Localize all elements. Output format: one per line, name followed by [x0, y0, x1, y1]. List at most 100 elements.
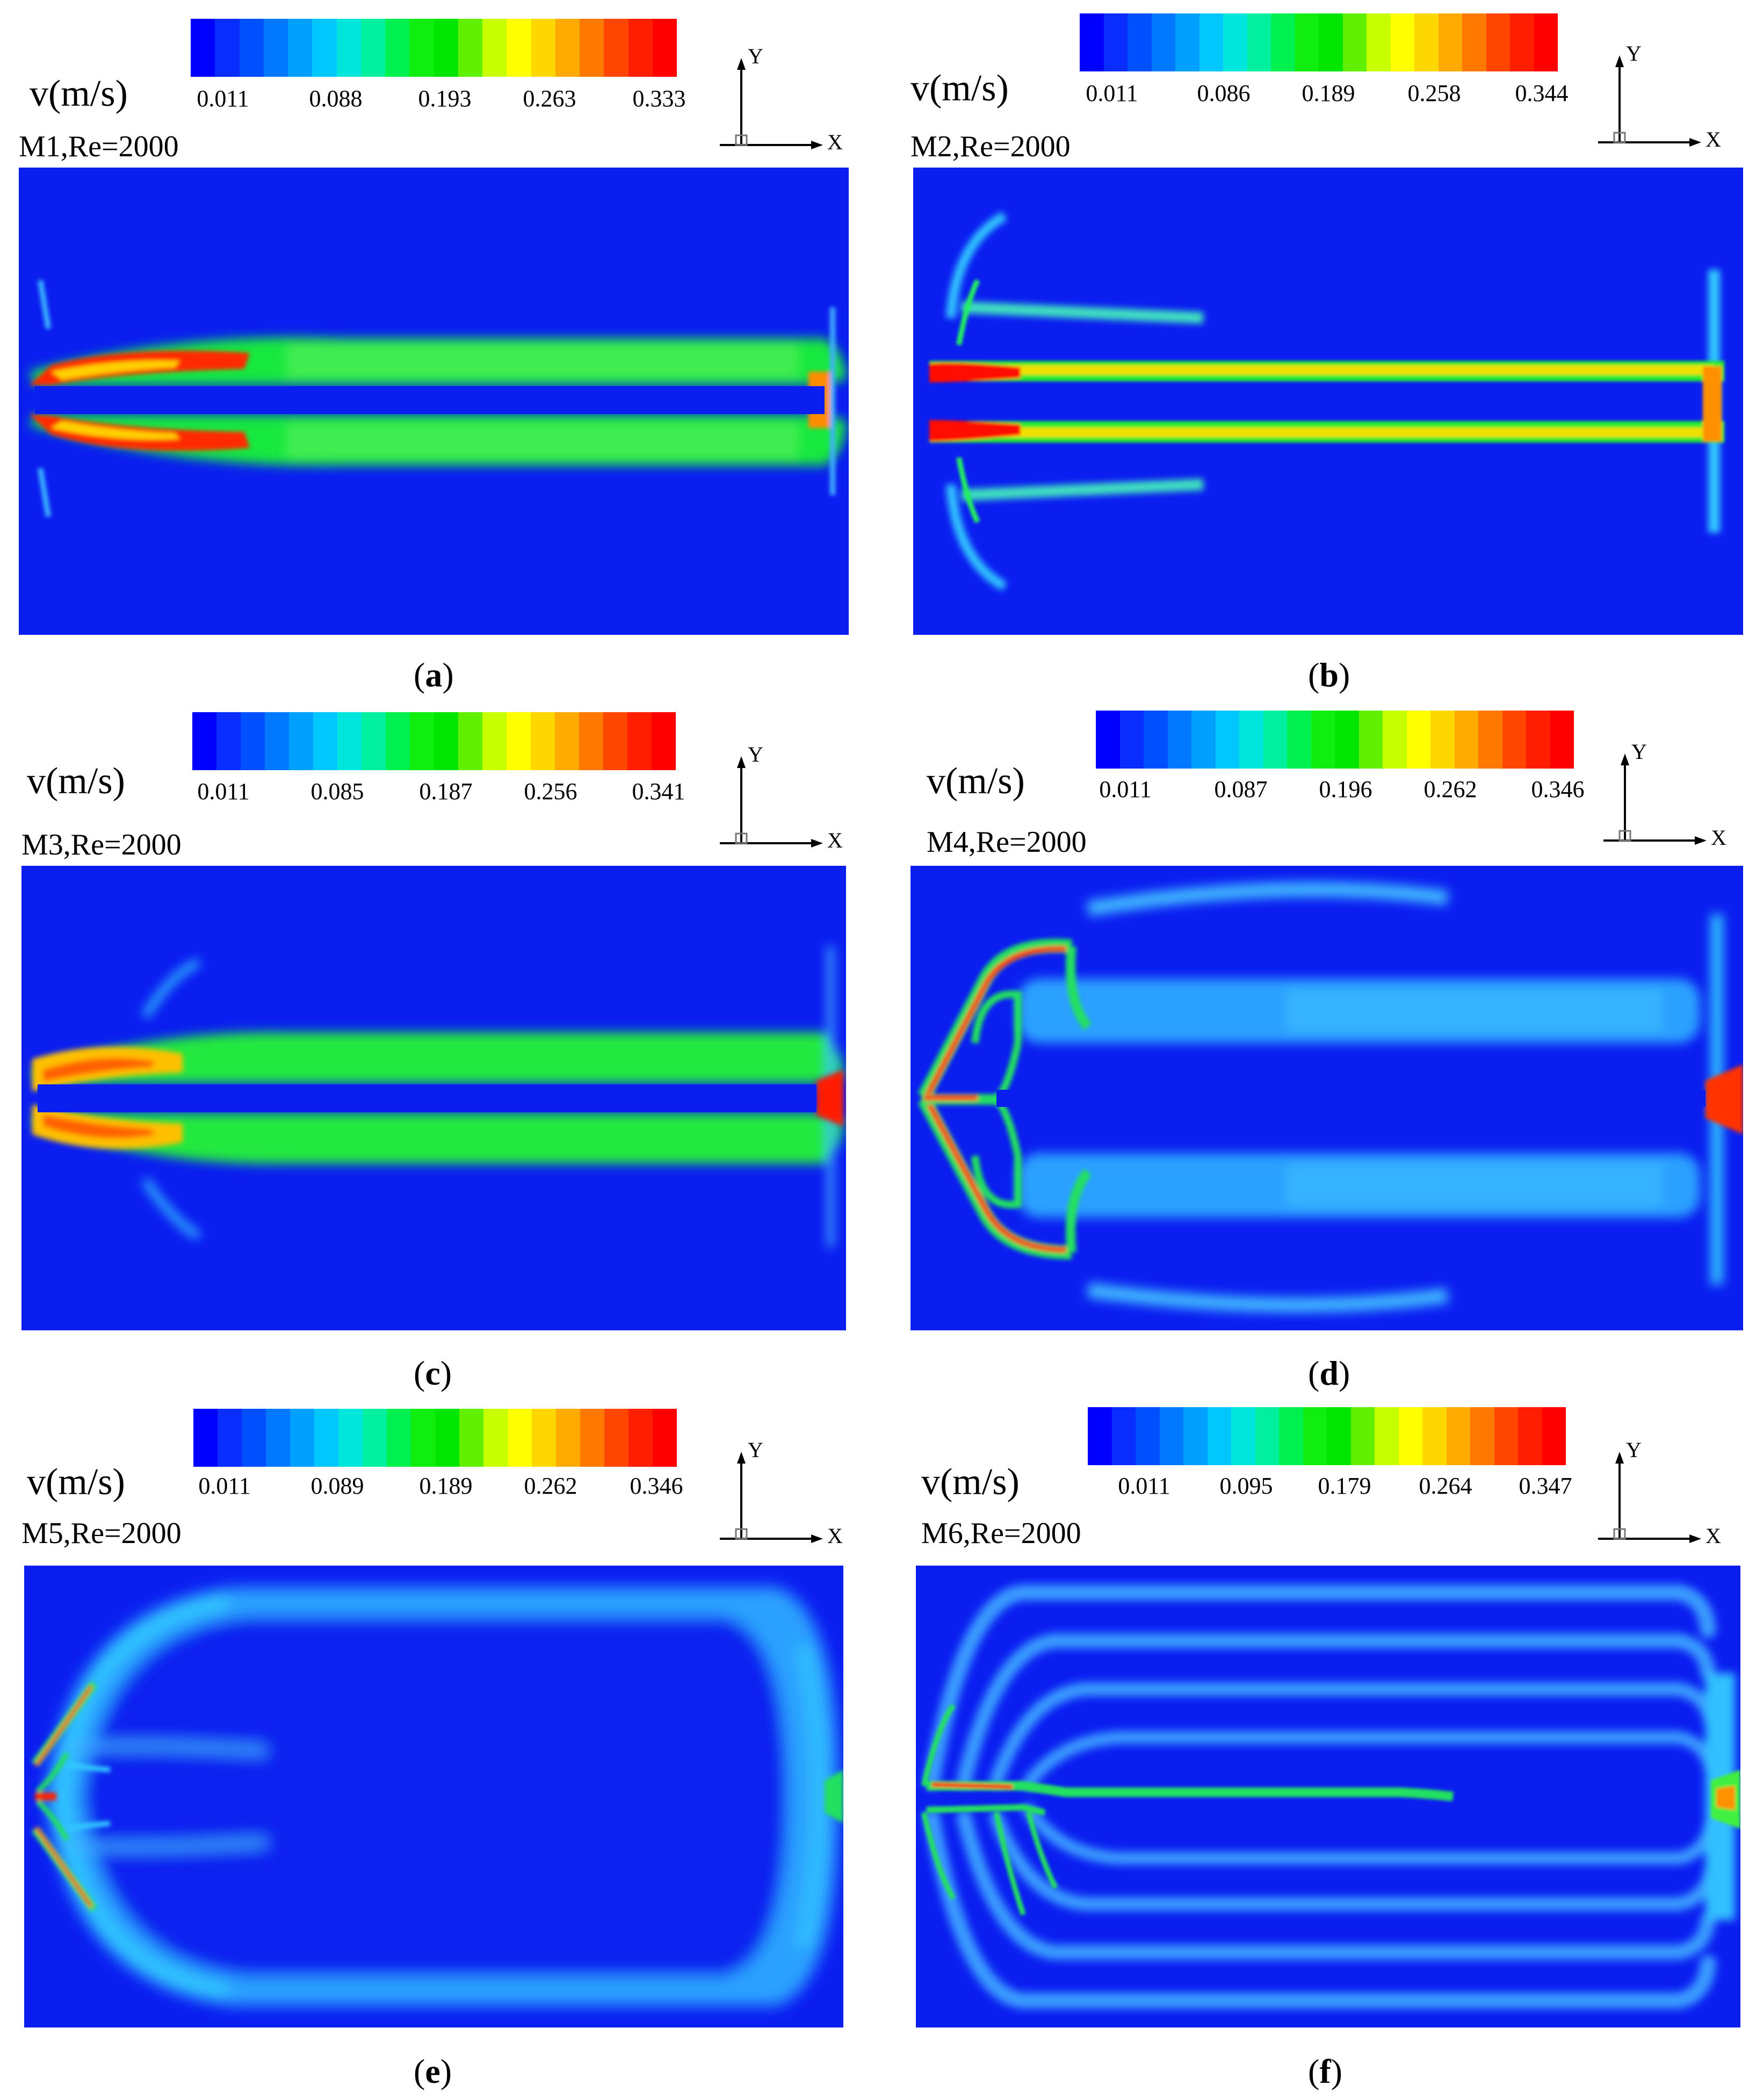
colorbar-segment [1303, 1407, 1327, 1465]
colorbar-segment [410, 712, 434, 770]
caption-paren: ) [440, 2052, 452, 2090]
tick-label: 0.011 [1086, 80, 1138, 106]
colorbar-segment [1342, 13, 1367, 71]
colorbar-segment [263, 19, 288, 77]
velocity-label: v(m/s) [27, 761, 125, 802]
colorbar-segment [459, 1409, 483, 1467]
colorbar-segment [1271, 13, 1295, 71]
colorbar-segment [628, 1409, 653, 1467]
tick-label: 0.341 [632, 778, 685, 805]
colorbar-segment [555, 19, 580, 77]
velocity-label: v(m/s) [30, 73, 128, 114]
tick-label: 0.347 [1519, 1473, 1572, 1499]
colorbar-segment [1287, 711, 1311, 769]
colorbar-segment [1191, 711, 1216, 769]
tick-label: 0.011 [198, 1473, 251, 1499]
model-label: M6,Re=2000 [921, 1517, 1081, 1550]
velocity-label: v(m/s) [910, 68, 1009, 109]
caption-letter: a [425, 656, 443, 694]
velocity-field-c [21, 866, 846, 1330]
tick-label: 0.193 [418, 85, 472, 112]
colorbar-segment [1406, 711, 1430, 769]
colorbar-segment [1255, 1407, 1279, 1465]
model-label: M1,Re=2000 [19, 130, 179, 163]
tick-label: 0.344 [1515, 80, 1569, 106]
colorbar-segment [1510, 13, 1534, 71]
axes-indicator: Y X [714, 43, 843, 153]
colorbar-segment [266, 1409, 290, 1467]
axes-arrows-icon [1598, 1452, 1701, 1543]
y-axis-label: Y [1631, 740, 1647, 764]
tick-label: 0.258 [1407, 80, 1461, 106]
tick-label: 0.095 [1219, 1473, 1273, 1499]
colorbar-segment [1486, 13, 1510, 71]
tick-label: 0.179 [1318, 1473, 1371, 1499]
colorbar-segment [312, 19, 337, 77]
colorbar-segment [458, 712, 482, 770]
axes-indicator: Y X [714, 1437, 843, 1548]
x-axis-label: X [827, 1524, 843, 1548]
tick-label: 0.088 [309, 85, 363, 112]
colorbar-segment [216, 712, 241, 770]
colorbar-segment [1478, 711, 1502, 769]
caption-paren: ) [1338, 1354, 1350, 1392]
colorbar-segment [191, 19, 215, 77]
panel-a: v(m/s) 0.011 0.088 0.193 0.263 0.333 M1,… [16, 11, 859, 692]
velocity-field-e [24, 1566, 843, 2027]
colorbar-segment [531, 19, 555, 77]
colorbar-segment [265, 712, 289, 770]
axes-arrows-icon [720, 756, 823, 848]
colorbar-segment [313, 712, 337, 770]
colorbar-segment [1390, 13, 1414, 71]
caption-letter: b [1319, 656, 1339, 694]
colorbar-segment [360, 19, 385, 77]
x-axis-label: X [827, 828, 843, 852]
colorbar-segment [1151, 13, 1175, 71]
y-axis-label: Y [748, 742, 763, 766]
axes-indicator: Y X [1593, 40, 1722, 150]
colorbar-segment [241, 712, 265, 770]
colorbar-segment [652, 712, 676, 770]
colorbar-segment [627, 712, 652, 770]
colorbar [192, 712, 676, 770]
colorbar-segment [458, 19, 482, 77]
colorbar-segment [531, 712, 555, 770]
y-axis-label: Y [748, 1438, 763, 1462]
colorbar-segment [1422, 1407, 1447, 1465]
panel-d: v(m/s) 0.011 0.087 0.196 0.262 0.346 M4,… [910, 709, 1754, 1391]
caption-a: (a) [414, 658, 454, 692]
colorbar-segment [556, 1409, 580, 1467]
tick-label: 0.189 [419, 1473, 473, 1499]
colorbar-segment [507, 19, 531, 77]
tick-label: 0.011 [1099, 776, 1152, 802]
colorbar-segment [193, 1409, 218, 1467]
colorbar-segment [1080, 13, 1104, 71]
caption-letter: e [425, 2052, 440, 2090]
tick-label: 0.264 [1419, 1473, 1472, 1499]
caption-b: (b) [1308, 658, 1350, 692]
caption-letter: f [1319, 2052, 1331, 2090]
model-label: M5,Re=2000 [21, 1517, 182, 1550]
tick-label: 0.089 [310, 1473, 364, 1499]
colorbar-segment [385, 19, 410, 77]
tick-label: 0.011 [1118, 1473, 1170, 1499]
caption-paren: ( [1308, 656, 1320, 694]
colorbar-segment [1367, 13, 1391, 71]
colorbar-segment [387, 1409, 411, 1467]
tick-label: 0.262 [1423, 776, 1477, 802]
colorbar-segment [1103, 13, 1128, 71]
tick-label: 0.196 [1319, 776, 1372, 802]
tick-label: 0.189 [1302, 80, 1355, 106]
y-axis-label: Y [748, 44, 763, 68]
colorbar-segment [338, 1409, 363, 1467]
colorbar-segment [1462, 13, 1486, 71]
panel-e: v(m/s) 0.011 0.089 0.189 0.262 0.346 M5,… [16, 1407, 859, 2089]
x-axis-label: X [1711, 825, 1726, 850]
colorbar [191, 19, 677, 77]
colorbar-segment [1518, 1407, 1542, 1465]
colorbar-segment [1119, 711, 1144, 769]
colorbar-segment [1128, 13, 1152, 71]
caption-paren: ( [1308, 1354, 1320, 1392]
colorbar-segment [1111, 1407, 1136, 1465]
colorbar-segment [1199, 13, 1223, 71]
